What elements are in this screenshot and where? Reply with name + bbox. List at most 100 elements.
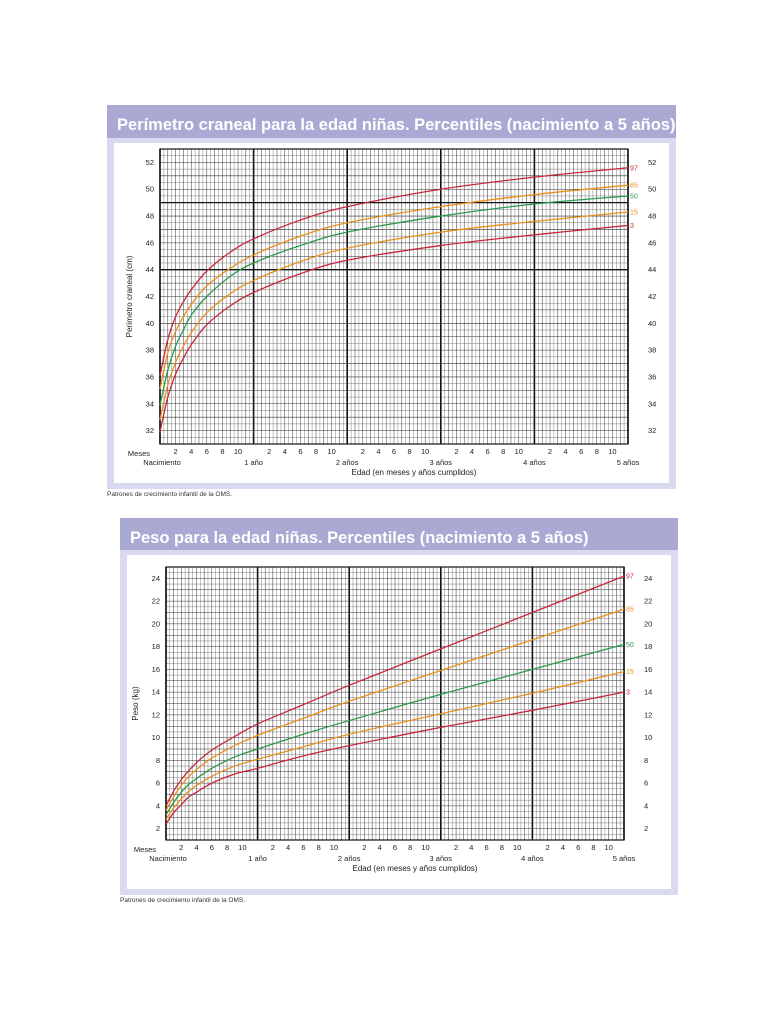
y-tick-label: 14 [644,688,652,697]
x-tick-label: 6 [485,843,489,852]
y-tick-label: 24 [152,574,160,583]
percentile-label-97: 97 [630,165,638,172]
percentile-label-15: 15 [626,669,634,676]
x-axis-title: Edad (en meses y años cumplidos) [352,468,477,477]
x-tick-label: 10 [515,447,523,456]
y-tick-label: 22 [644,597,652,606]
x-year-label: 2 años [336,458,359,467]
y-tick-label: 52 [648,158,656,167]
y-axis-title: Perímetro craneal (cm) [125,255,134,337]
y-tick-label: 20 [152,619,160,628]
x-tick-label: 6 [205,447,209,456]
y-tick-label: 8 [644,756,648,765]
x-tick-label: 6 [301,843,305,852]
x-tick-label: 8 [225,843,229,852]
x-year-label: 3 años [430,854,453,863]
x-tick-label: 10 [608,447,616,456]
x-tick-label: 2 [361,447,365,456]
x-tick-label: 10 [238,843,246,852]
x-year-label: 4 años [523,458,546,467]
percentile-label-85: 85 [630,183,638,190]
x-tick-label: 6 [576,843,580,852]
x-tick-label: 2 [179,843,183,852]
x-axis-row-label: Meses [134,845,156,854]
x-tick-label: 8 [500,843,504,852]
x-tick-label: 4 [283,447,287,456]
y-tick-label: 50 [648,185,656,194]
percentile-line-85 [159,184,629,390]
x-tick-label: 2 [174,447,178,456]
y-tick-label: 4 [156,801,160,810]
x-tick-label: 6 [210,843,214,852]
y-tick-label: 16 [152,665,160,674]
x-year-label: Nacimiento [149,854,187,863]
x-tick-label: 6 [298,447,302,456]
x-tick-label: 8 [408,447,412,456]
percentile-line-15 [165,671,625,820]
x-tick-label: 10 [330,843,338,852]
x-tick-label: 8 [408,843,412,852]
y-tick-label: 8 [156,756,160,765]
percentile-line-3 [159,224,629,433]
y-tick-label: 50 [146,185,154,194]
x-year-label: 5 años [613,854,636,863]
x-tick-label: 8 [220,447,224,456]
y-tick-label: 2 [644,824,648,833]
x-tick-label: 4 [470,447,474,456]
x-tick-label: 10 [513,843,521,852]
plot-frame [165,566,625,841]
x-year-label: Nacimiento [143,458,181,467]
y-tick-label: 46 [146,238,154,247]
x-tick-label: 8 [314,447,318,456]
y-tick-label: 24 [644,574,652,583]
x-tick-label: 6 [486,447,490,456]
x-tick-label: 4 [189,447,193,456]
x-year-label: 1 año [244,458,263,467]
percentile-label-15: 15 [630,210,638,217]
y-tick-label: 2 [156,824,160,833]
x-tick-label: 6 [392,447,396,456]
chart-title: Perímetro craneal para la edad niñas. Pe… [107,105,676,138]
y-tick-label: 20 [644,619,652,628]
x-tick-label: 4 [561,843,565,852]
y-tick-label: 6 [644,779,648,788]
y-tick-label: 18 [644,642,652,651]
chart-source-caption: Patrones de crecimiento infantil de la O… [107,491,233,498]
x-year-label: 5 años [617,458,640,467]
x-tick-label: 10 [421,843,429,852]
x-axis-title: Edad (en meses y años cumplidos) [353,864,478,873]
percentile-label-85: 85 [626,607,634,614]
x-tick-label: 2 [548,447,552,456]
y-tick-label: 38 [648,346,656,355]
percentile-label-3: 3 [630,223,634,230]
x-tick-label: 8 [595,447,599,456]
y-tick-label: 38 [146,346,154,355]
percentile-line-50 [159,195,629,406]
y-tick-label: 18 [152,642,160,651]
y-tick-label: 6 [156,779,160,788]
y-tick-label: 48 [648,212,656,221]
x-tick-label: 2 [362,843,366,852]
x-year-label: 2 años [338,854,361,863]
chart-source-caption: Patrones de crecimiento infantil de la O… [120,897,246,904]
x-year-label: 4 años [521,854,544,863]
y-tick-label: 48 [146,212,154,221]
y-tick-label: 4 [644,801,648,810]
percentile-label-50: 50 [626,642,634,649]
y-tick-label: 10 [644,733,652,742]
percentile-label-50: 50 [630,193,638,200]
x-year-label: 1 año [248,854,267,863]
chart-title: Peso para la edad niñas. Percentiles (na… [120,518,678,550]
x-tick-label: 4 [376,447,380,456]
y-tick-label: 40 [648,319,656,328]
y-tick-label: 40 [146,319,154,328]
x-tick-label: 4 [469,843,473,852]
y-tick-label: 34 [648,399,656,408]
y-tick-label: 32 [146,426,154,435]
x-tick-label: 2 [454,843,458,852]
percentile-line-15 [159,211,629,421]
x-tick-label: 2 [454,447,458,456]
y-tick-label: 32 [648,426,656,435]
percentile-label-3: 3 [626,690,630,697]
